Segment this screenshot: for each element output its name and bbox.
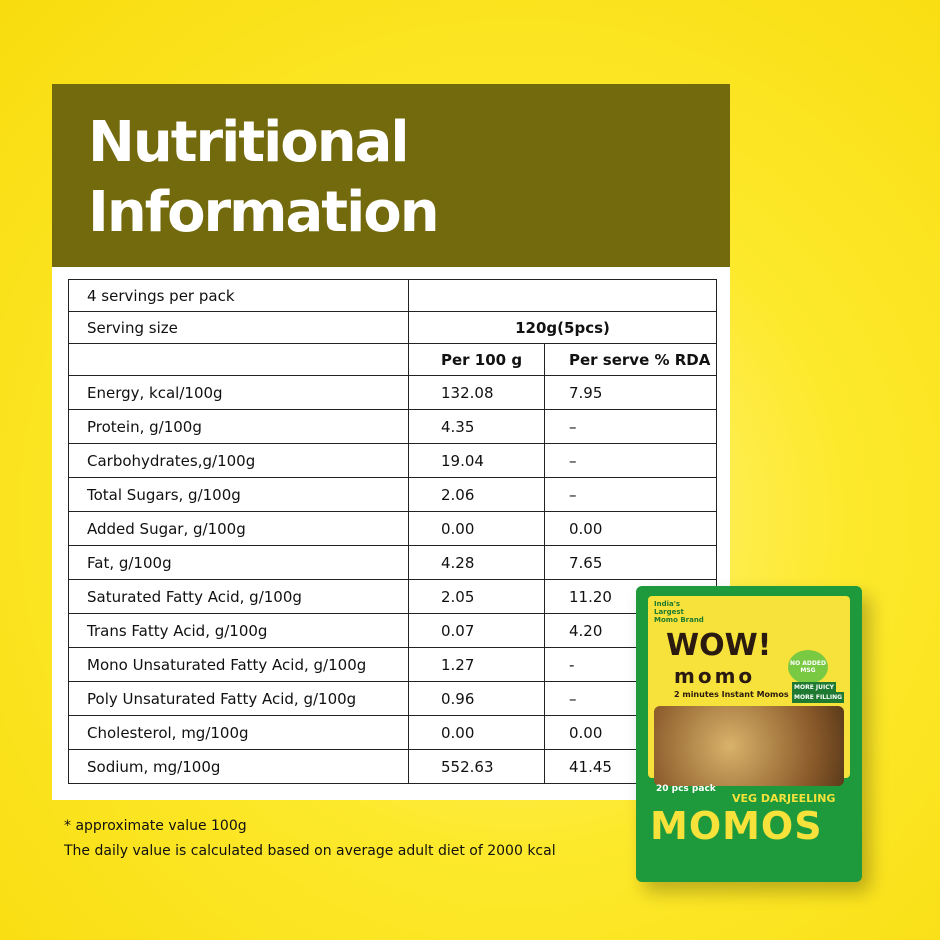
value-rda: 7.65 bbox=[544, 545, 717, 580]
row: 4 servings per pack bbox=[68, 279, 717, 312]
row: Mono Unsaturated Fatty Acid, g/100g 1.27- bbox=[68, 647, 717, 682]
value-per-100g: 0.00 bbox=[408, 511, 545, 546]
cell: 4 servings per pack bbox=[68, 279, 409, 312]
row: Serving size 120g(5pcs) bbox=[68, 311, 717, 344]
value-per-100g: 132.08 bbox=[408, 375, 545, 410]
nutrient-label: Trans Fatty Acid, g/100g bbox=[68, 613, 409, 648]
nutrient-label: Protein, g/100g bbox=[68, 409, 409, 444]
value-per-100g: 0.96 bbox=[408, 681, 545, 716]
row: Energy, kcal/100g 132.08 7.95 bbox=[68, 375, 717, 410]
footnote: * approximate value 100g bbox=[64, 818, 247, 834]
title-line: Nutritional bbox=[88, 110, 410, 175]
nutrient-label: Cholesterol, mg/100g bbox=[68, 715, 409, 750]
value-rda: – bbox=[544, 477, 717, 512]
value-rda: – bbox=[544, 409, 717, 444]
row: Carbohydrates,g/100g 19.04– bbox=[68, 443, 717, 478]
cell: 120g(5pcs) bbox=[408, 311, 717, 344]
nutrient-label: Sodium, mg/100g bbox=[68, 749, 409, 784]
cell: Serving size bbox=[68, 311, 409, 344]
nutrient-label: Mono Unsaturated Fatty Acid, g/100g bbox=[68, 647, 409, 682]
nutrient-label: Added Sugar, g/100g bbox=[68, 511, 409, 546]
nutrient-label: Poly Unsaturated Fatty Acid, g/100g bbox=[68, 681, 409, 716]
row: Total Sugars, g/100g 2.06– bbox=[68, 477, 717, 512]
value-per-100g: 0.00 bbox=[408, 715, 545, 750]
product-name: MOMOS bbox=[650, 804, 823, 848]
row: Fat, g/100g 4.28 7.65 bbox=[68, 545, 717, 580]
variant: VEG DARJEELING bbox=[732, 792, 836, 805]
value-rda: 7.95 bbox=[544, 375, 717, 410]
footnote: The daily value is calculated based on a… bbox=[64, 843, 556, 859]
value-per-100g: 2.05 bbox=[408, 579, 545, 614]
nutrient-label: Fat, g/100g bbox=[68, 545, 409, 580]
pack-size: 20 pcs pack bbox=[656, 784, 716, 794]
row: Cholesterol, mg/100g 0.00 0.00 bbox=[68, 715, 717, 750]
value-per-100g: 19.04 bbox=[408, 443, 545, 478]
cell bbox=[408, 279, 717, 312]
value-rda: – bbox=[544, 443, 717, 478]
row: Poly Unsaturated Fatty Acid, g/100g 0.96– bbox=[68, 681, 717, 716]
column-header: Per serve % RDA bbox=[544, 343, 717, 376]
row: Sodium, mg/100g 552.63 41.45 bbox=[68, 749, 717, 784]
nutrient-label: Saturated Fatty Acid, g/100g bbox=[68, 579, 409, 614]
row: Protein, g/100g 4.35– bbox=[68, 409, 717, 444]
title-line: Information bbox=[88, 180, 440, 245]
brand: WOW! bbox=[666, 628, 772, 663]
column-header: Per 100 g bbox=[408, 343, 545, 376]
nutrient-label: Carbohydrates,g/100g bbox=[68, 443, 409, 478]
header: Nutritional Information bbox=[52, 84, 730, 267]
value-per-100g: 1.27 bbox=[408, 647, 545, 682]
value-rda: 0.00 bbox=[544, 511, 717, 546]
value-per-100g: 4.35 bbox=[408, 409, 545, 444]
claim: MORE JUICY bbox=[792, 682, 836, 693]
row: Saturated Fatty Acid, g/100g 2.05 11.20 bbox=[68, 579, 717, 614]
value-per-100g: 552.63 bbox=[408, 749, 545, 784]
sub-brand: momo bbox=[674, 664, 756, 688]
tagline: India's Largest Momo Brand bbox=[654, 600, 704, 624]
nutrient-label: Total Sugars, g/100g bbox=[68, 477, 409, 512]
subtitle: 2 minutes Instant Momos bbox=[674, 690, 789, 699]
badge: NO ADDED MSG bbox=[788, 650, 828, 684]
cell bbox=[68, 343, 409, 376]
claim: MORE FILLING bbox=[792, 692, 845, 703]
row: Trans Fatty Acid, g/100g 0.07 4.20 bbox=[68, 613, 717, 648]
row: Added Sugar, g/100g 0.00 0.00 bbox=[68, 511, 717, 546]
row: Per 100 g Per serve % RDA bbox=[68, 343, 717, 376]
value-per-100g: 0.07 bbox=[408, 613, 545, 648]
product-package: India's Largest Momo Brand WOW! momo 2 m… bbox=[636, 586, 862, 882]
nutrient-label: Energy, kcal/100g bbox=[68, 375, 409, 410]
momo-photo bbox=[654, 706, 844, 786]
nutrition-table: 4 servings per pack Serving size 120g(5pc… bbox=[68, 279, 717, 784]
value-per-100g: 2.06 bbox=[408, 477, 545, 512]
value-per-100g: 4.28 bbox=[408, 545, 545, 580]
